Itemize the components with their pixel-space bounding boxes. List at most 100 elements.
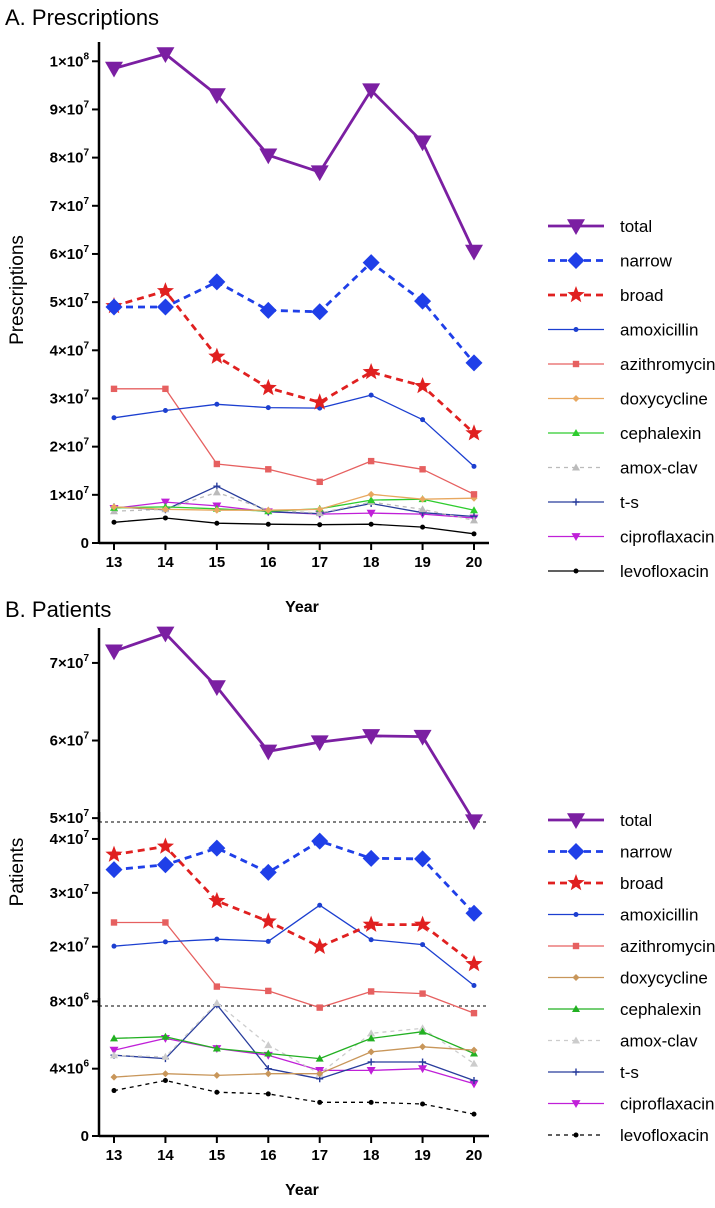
point-amoxicillin xyxy=(162,939,168,945)
panel-a-x-tick-label: 17 xyxy=(311,554,328,571)
point-cephalexin xyxy=(367,1034,376,1042)
point-amoxicillin xyxy=(368,937,374,943)
panel-b-legend-marker-t-s xyxy=(572,1068,580,1076)
panel-b-legend-label-amoxicillin: amoxicillin xyxy=(620,906,698,925)
panel-b-legend-marker-levofloxacin xyxy=(573,1132,579,1138)
panel-a-y-tick-label: 4×107 xyxy=(50,340,90,359)
panel-a-legend: total narrow broad amoxicillin azithromycin d… xyxy=(548,217,715,581)
point-doxycycline xyxy=(110,503,118,511)
panel-a-legend-marker-levofloxacin xyxy=(573,568,579,574)
point-total xyxy=(156,626,175,643)
panel-a-legend-label-doxycycline: doxycycline xyxy=(620,390,708,409)
point-amoxicillin xyxy=(317,902,323,908)
point-azithromycin xyxy=(316,1004,323,1011)
series-line-azithromycin xyxy=(114,921,475,1014)
point-ciproflaxacin xyxy=(160,498,170,507)
point-cephalexin xyxy=(315,1054,324,1062)
panel-b-y-tick-label-mantissa: 4×10 xyxy=(50,831,84,848)
point-azithromycin xyxy=(470,1009,478,1017)
panel-a-x-tick-label: 16 xyxy=(260,554,277,571)
point-azithromycin xyxy=(316,478,323,486)
point-total xyxy=(207,680,226,696)
point-amoxicillin xyxy=(214,936,220,942)
panel-b-y-tick-label-mantissa: 7×10 xyxy=(50,655,84,672)
point-doxycycline xyxy=(213,1071,221,1079)
panel-a-legend-marker-broad xyxy=(567,286,585,303)
panel-b-y-tick-label-mantissa: 5×10 xyxy=(50,810,84,827)
panel-b-legend-marker-ciproflaxacin xyxy=(571,1100,581,1108)
panel-a-x-tick-label: 15 xyxy=(209,554,226,571)
panel-a-y-tick-label: 3×107 xyxy=(50,388,90,407)
panel-a-legend-marker-t-s xyxy=(572,498,580,506)
point-doxycycline xyxy=(110,1073,118,1081)
series-line-narrow xyxy=(114,261,476,364)
panel-a-y-tick-label: 1×108 xyxy=(50,51,90,70)
panel-a-y-tick-label-exponent: 7 xyxy=(83,437,89,448)
point-amoxicillin xyxy=(111,943,117,949)
panel-a-legend-label-levofloxacin: levofloxacin xyxy=(620,562,709,581)
point-cephalexin xyxy=(110,1034,118,1042)
panel-b-legend-label-levofloxacin: levofloxacin xyxy=(620,1126,709,1145)
panel-b-legend-label-amox-clav: amox-clav xyxy=(620,1032,698,1051)
panel-b-x-tick-label: 20 xyxy=(466,1147,483,1164)
panel-a-y-tick-label-exponent: 7 xyxy=(83,244,89,255)
panel-a-y-tick-label-mantissa: 9×10 xyxy=(50,101,84,118)
panel-a-y-tick-label-mantissa: 2×10 xyxy=(50,439,84,456)
point-levofloxacin xyxy=(420,1101,426,1107)
point-azithromycin xyxy=(110,385,118,393)
panel-a-y-tick-label: 6×107 xyxy=(50,244,90,263)
point-total xyxy=(413,135,432,152)
panel-b-x-tick-label: 18 xyxy=(363,1147,380,1164)
panel-b-title: B. Patients xyxy=(5,597,111,622)
panel-a-y-tick-label-mantissa: 1×10 xyxy=(50,487,84,504)
panel-a-y-tick-label-mantissa: 7×10 xyxy=(50,198,84,215)
point-narrow xyxy=(362,849,380,867)
panel-b-y-tick-label: 6×107 xyxy=(50,731,90,750)
panel-b-legend-label-azithromycin: azithromycin xyxy=(620,937,715,956)
panel-b-y-tick-label-mantissa: 4×10 xyxy=(50,1061,84,1078)
point-total xyxy=(105,61,123,78)
panel-b-y-tick-label-mantissa: 3×10 xyxy=(50,885,84,902)
series-line-azithromycin xyxy=(114,388,475,495)
panel-a-legend-label-total: total xyxy=(620,217,652,236)
panel-b-y-tick-label: 3×107 xyxy=(50,883,90,902)
point-levofloxacin xyxy=(111,1088,117,1094)
point-doxycycline xyxy=(161,505,169,513)
panel-b-y-tick-label: 8×106 xyxy=(50,991,90,1010)
point-total xyxy=(259,744,278,761)
point-narrow xyxy=(311,832,329,850)
panel-a-y-tick-label-mantissa: 6×10 xyxy=(50,246,84,263)
point-azithromycin xyxy=(162,919,169,926)
point-broad xyxy=(311,393,329,410)
point-total xyxy=(465,814,483,831)
panel-a-y-tick-label: 7×107 xyxy=(50,196,90,215)
point-amoxicillin xyxy=(420,942,426,948)
point-narrow xyxy=(465,354,483,372)
point-total xyxy=(207,88,226,104)
point-azithromycin xyxy=(162,385,169,393)
point-azithromycin xyxy=(367,988,375,995)
point-ciproflaxacin xyxy=(366,509,376,518)
point-cephalexin xyxy=(264,1049,273,1057)
panel-a-y-tick-label-exponent: 7 xyxy=(83,148,89,159)
point-levofloxacin xyxy=(420,524,426,530)
panel-a-legend-label-broad: broad xyxy=(620,286,663,305)
point-doxycycline xyxy=(419,1043,427,1051)
point-t-s xyxy=(470,1076,478,1084)
point-narrow xyxy=(259,863,277,881)
point-t-s xyxy=(419,1058,427,1066)
panel-b-legend-marker-total xyxy=(567,813,585,829)
point-ciproflaxacin xyxy=(418,1065,428,1074)
panel-a-legend-marker-azithromycin xyxy=(572,360,580,368)
point-levofloxacin xyxy=(317,1099,323,1105)
point-total xyxy=(156,47,175,64)
panel-b-legend-marker-narrow xyxy=(567,843,585,860)
panel-a-x-tick-label: 19 xyxy=(414,554,431,571)
point-broad xyxy=(414,377,432,394)
point-broad xyxy=(362,915,380,932)
panel-a-x-tick-label: 20 xyxy=(466,554,483,571)
panel-a-y-tick-label: 2×107 xyxy=(50,437,90,456)
series-line-amox-clav xyxy=(113,491,475,522)
point-amox-clav xyxy=(470,1059,478,1067)
panel-a-legend-label-ciproflaxacin: ciproflaxacin xyxy=(620,528,715,547)
